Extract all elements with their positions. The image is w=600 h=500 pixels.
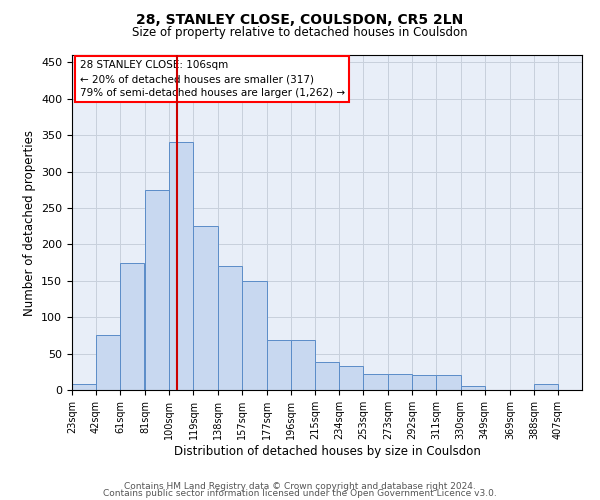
Text: 28 STANLEY CLOSE: 106sqm
← 20% of detached houses are smaller (317)
79% of semi-: 28 STANLEY CLOSE: 106sqm ← 20% of detach… [80, 60, 345, 98]
Bar [72, 384, 96, 390]
X-axis label: Distribution of detached houses by size in Coulsdon: Distribution of detached houses by size … [173, 444, 481, 458]
Bar [534, 384, 558, 390]
Text: Contains HM Land Registry data © Crown copyright and database right 2024.: Contains HM Land Registry data © Crown c… [124, 482, 476, 491]
Text: Contains public sector information licensed under the Open Government Licence v3: Contains public sector information licen… [103, 489, 497, 498]
Text: Size of property relative to detached houses in Coulsdon: Size of property relative to detached ho… [132, 26, 468, 39]
Bar [291, 340, 315, 390]
Bar [120, 262, 144, 390]
Bar [193, 226, 218, 390]
Bar [388, 374, 412, 390]
Y-axis label: Number of detached properties: Number of detached properties [23, 130, 35, 316]
Bar [436, 376, 461, 390]
Text: 28, STANLEY CLOSE, COULSDON, CR5 2LN: 28, STANLEY CLOSE, COULSDON, CR5 2LN [136, 12, 464, 26]
Bar [242, 281, 267, 390]
Bar [339, 366, 363, 390]
Bar [218, 266, 242, 390]
Bar [169, 142, 193, 390]
Bar [267, 340, 291, 390]
Bar [461, 386, 485, 390]
Bar [412, 376, 436, 390]
Bar [145, 190, 169, 390]
Bar [315, 362, 339, 390]
Bar [363, 374, 388, 390]
Bar [96, 336, 120, 390]
